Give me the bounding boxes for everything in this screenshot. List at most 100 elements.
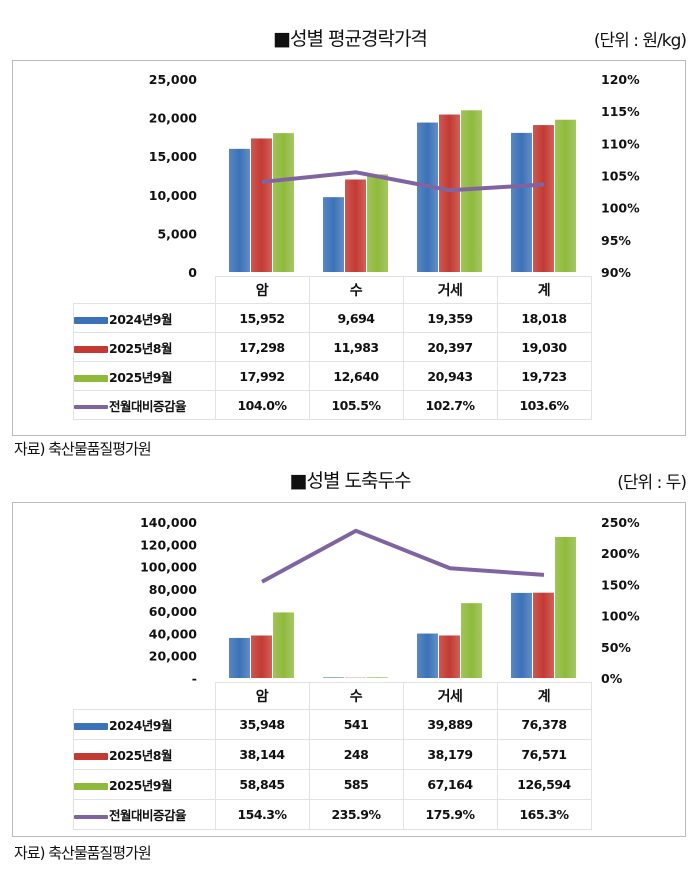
chart1-title: ■성별 평균경락가격: [273, 28, 428, 50]
value-cell: 39,889: [402, 709, 498, 740]
y-tick-label: 40,000: [149, 626, 198, 641]
y2-tick-label: 105%: [601, 169, 640, 184]
table-corner: [73, 682, 216, 710]
chart2-title: ■성별 도축두수: [289, 470, 412, 492]
value-cell: 105.5%: [308, 390, 404, 420]
value-cell: 38,179: [402, 739, 498, 770]
legend-entry: 전월대비증감율: [73, 390, 216, 420]
bar-s2025_9: [555, 536, 576, 678]
bar-s2025_8: [345, 179, 366, 272]
legend-entry: 전월대비증감율: [73, 799, 216, 830]
y-tick-label: 0: [188, 265, 197, 280]
category-header: 거세: [402, 276, 498, 304]
series-name: 전월대비증감율: [109, 808, 187, 823]
chart1-plot: 0 5,000 10,000 15,000 20,000 25,000 90% 95% 100%…: [149, 72, 640, 280]
category-header: 계: [496, 276, 592, 304]
y-tick-label: 20,000: [149, 111, 198, 126]
value-cell: 76,378: [496, 709, 592, 740]
bar-s2025_9: [273, 612, 294, 678]
chart1-container: 0 5,000 10,000 15,000 20,000 25,000 90% 95% 100%…: [12, 60, 686, 436]
y2-tick-label: 115%: [601, 104, 640, 119]
bar-s2024_9: [323, 197, 344, 272]
series-name: 2025년8월: [109, 748, 173, 763]
y2-tick-label: 120%: [601, 72, 640, 87]
y2-tick-label: 0%: [601, 671, 623, 686]
bar-s2025_8: [439, 635, 460, 678]
value-cell: 20,397: [402, 332, 498, 362]
category-header: 수: [308, 276, 404, 304]
chart2-source: 자료) 축산물품질평가원: [14, 844, 152, 862]
bar-s2025_9: [367, 677, 388, 678]
legend-swatch-icon: [74, 723, 108, 730]
value-cell: 11,983: [308, 332, 404, 362]
bar-s2025_8: [533, 125, 554, 272]
y2-tick-label: 90%: [601, 265, 631, 280]
bar-s2025_9: [273, 133, 294, 272]
table-row: 2024년9월 35,948 541 39,889 76,378: [73, 709, 592, 740]
table-row: 2025년8월 17,298 11,983 20,397 19,030: [73, 332, 592, 362]
bar-s2024_9: [229, 148, 250, 272]
table-row: 2025년8월 38,144 248 38,179 76,571: [73, 739, 592, 770]
y2-tick-label: 100%: [601, 201, 640, 216]
value-cell: 58,845: [214, 769, 310, 800]
category-header: 수: [308, 682, 404, 710]
value-cell: 9,694: [308, 303, 404, 333]
table-corner: [73, 276, 216, 304]
legend-entry: 2025년9월: [73, 769, 216, 800]
table-row: 전월대비증감율 104.0% 105.5% 102.7% 103.6%: [73, 390, 592, 420]
y-tick-label: 140,000: [140, 515, 197, 530]
bar-s2025_9: [461, 110, 482, 272]
y2-tick-label: 110%: [601, 136, 640, 151]
legend-swatch-icon: [74, 405, 108, 409]
y-tick-label: 25,000: [149, 72, 198, 87]
rate-line: [261, 170, 545, 193]
bar-s2025_8: [533, 592, 554, 678]
chart1-data-table: 암 수 거세 계 2024년9월 15,952 9,694 19,359 18,018 2025년…: [73, 276, 592, 420]
bar-s2025_9: [461, 603, 482, 678]
bar-s2024_9: [417, 122, 438, 272]
y-tick-label: 80,000: [149, 582, 198, 597]
value-cell: 20,943: [402, 361, 498, 391]
legend-swatch-icon: [74, 783, 108, 790]
bar-s2025_8: [251, 138, 272, 272]
bar-s2025_8: [439, 114, 460, 272]
y2-tick-label: 200%: [601, 546, 640, 561]
series-name: 2024년9월: [109, 718, 173, 733]
category-header: 거세: [402, 682, 498, 710]
bar-s2024_9: [229, 637, 250, 678]
value-cell: 17,298: [214, 332, 310, 362]
value-cell: 19,030: [496, 332, 592, 362]
value-cell: 126,594: [496, 769, 592, 800]
value-cell: 17,992: [214, 361, 310, 391]
value-cell: 38,144: [214, 739, 310, 770]
value-cell: 235.9%: [308, 799, 404, 830]
y-tick-label: -: [192, 671, 197, 686]
chart1-unit: (단위 : 원/kg): [593, 31, 687, 51]
legend-entry: 2024년9월: [73, 709, 216, 740]
value-cell: 19,723: [496, 361, 592, 391]
y-tick-label: 5,000: [157, 226, 197, 241]
series-name: 2025년9월: [109, 778, 173, 793]
y2-tick-label: 100%: [601, 609, 640, 624]
chart2-data-table: 암 수 거세 계 2024년9월 35,948 541 39,889 76,378 2025년8월…: [73, 682, 592, 830]
value-cell: 248: [308, 739, 404, 770]
value-cell: 102.7%: [402, 390, 498, 420]
series-name: 전월대비증감율: [109, 398, 187, 414]
value-cell: 76,571: [496, 739, 592, 770]
value-cell: 35,948: [214, 709, 310, 740]
y-tick-label: 10,000: [149, 188, 198, 203]
value-cell: 585: [308, 769, 404, 800]
legend-entry: 2025년8월: [73, 332, 216, 362]
y-tick-label: 120,000: [140, 537, 197, 552]
legend-swatch-icon: [74, 753, 108, 760]
bar-s2025_9: [367, 174, 388, 272]
category-header: 계: [496, 682, 592, 710]
y2-tick-label: 250%: [601, 515, 640, 530]
bar-s2024_9: [511, 132, 532, 272]
legend-swatch-icon: [74, 345, 108, 353]
bar-s2025_8: [251, 635, 272, 678]
value-cell: 165.3%: [496, 799, 592, 830]
rate-line: [261, 528, 545, 584]
bar-s2024_9: [417, 633, 438, 678]
